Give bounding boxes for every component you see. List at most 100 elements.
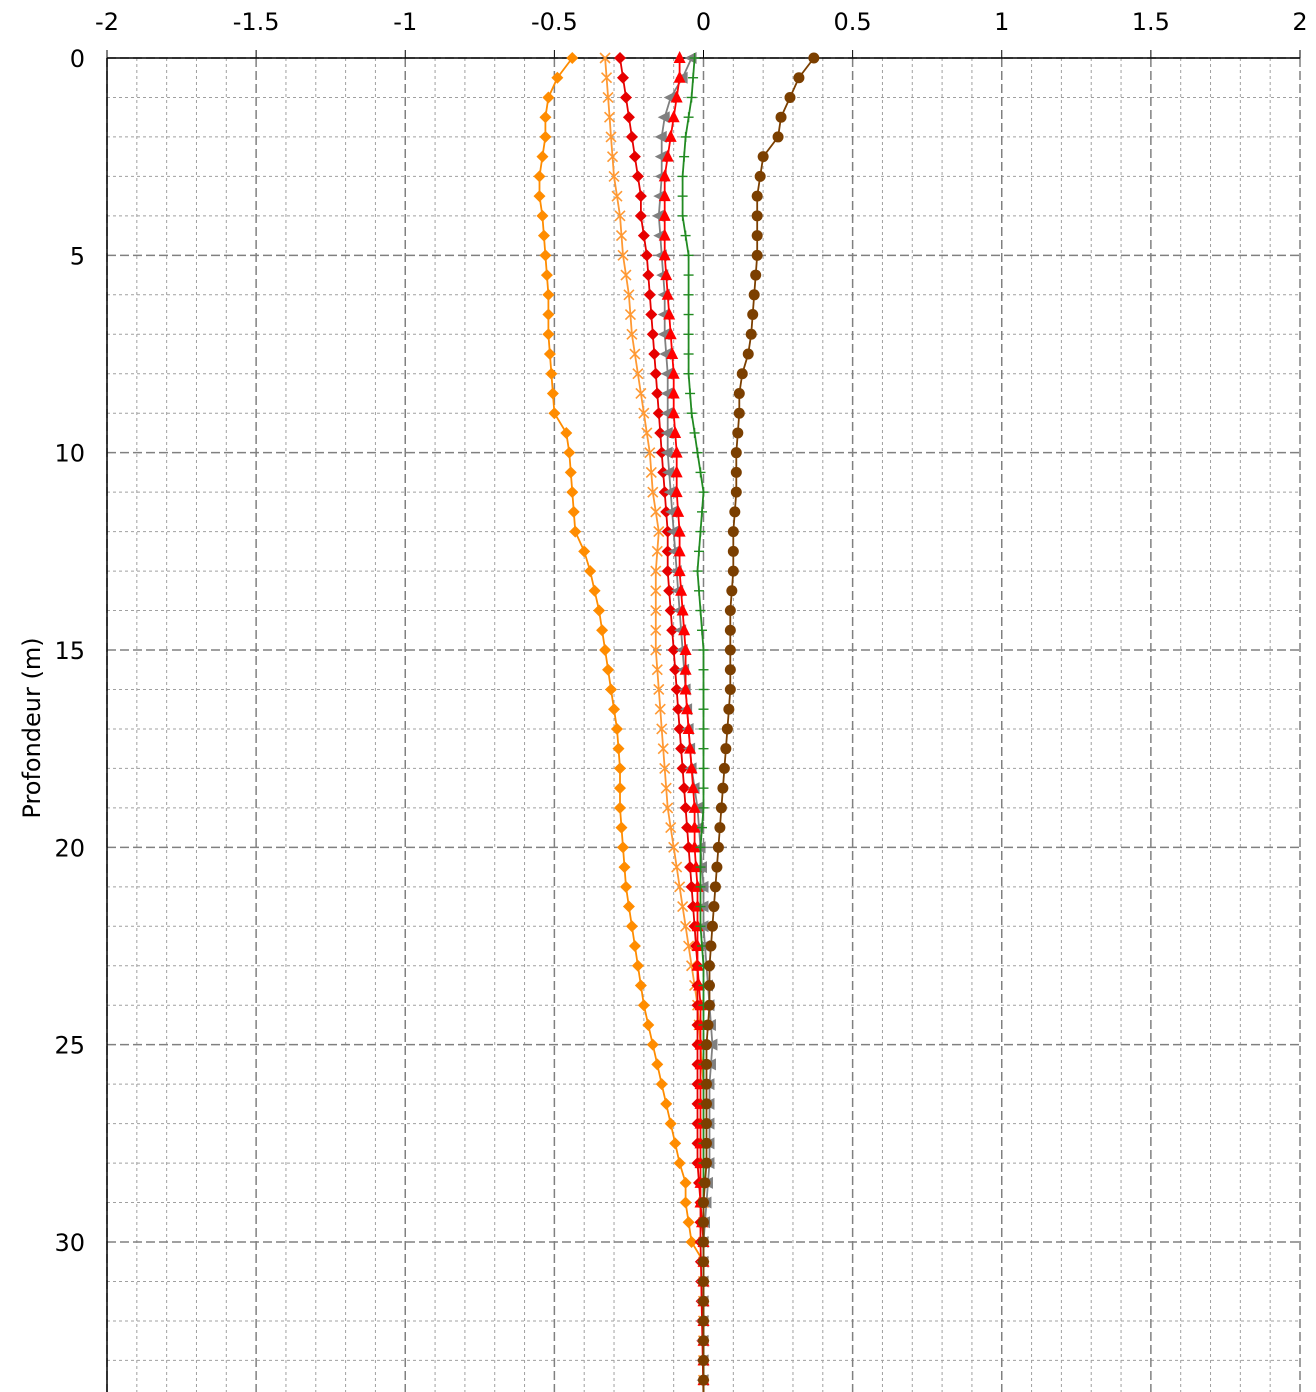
data-point-stroke	[638, 407, 650, 419]
x-tick-label: -1	[393, 8, 417, 36]
data-point	[563, 446, 576, 459]
data-point	[608, 703, 621, 716]
data-point	[727, 545, 739, 557]
data-point-stroke	[657, 743, 669, 755]
data-point	[703, 979, 715, 991]
data-point	[697, 822, 708, 833]
data-point	[650, 565, 662, 577]
data-point-stroke	[629, 348, 641, 360]
data-point	[667, 386, 680, 399]
data-point	[663, 584, 676, 597]
data-point	[667, 406, 680, 419]
data-point	[750, 269, 762, 281]
data-point	[757, 151, 769, 163]
data-point	[695, 467, 706, 478]
data-point	[661, 149, 674, 162]
data-point-stroke	[668, 841, 680, 853]
data-point	[653, 526, 665, 538]
data-point	[615, 230, 628, 242]
data-point-stroke	[615, 230, 628, 242]
data-point	[680, 131, 691, 142]
data-point	[543, 348, 556, 361]
data-point	[717, 782, 729, 794]
data-point	[687, 781, 700, 794]
data-point	[724, 683, 736, 695]
data-point	[673, 51, 686, 63]
data-point	[666, 624, 679, 637]
data-point	[569, 525, 582, 538]
data-point	[671, 861, 683, 873]
data-point	[673, 722, 686, 735]
data-point	[679, 662, 692, 675]
data-point	[733, 387, 745, 399]
y-tick-label: 10	[54, 440, 85, 468]
data-point	[698, 1216, 709, 1228]
data-point	[584, 565, 597, 578]
data-point-stroke	[650, 506, 662, 518]
data-point	[690, 860, 703, 873]
data-point	[793, 72, 805, 84]
data-point	[635, 387, 647, 400]
data-point	[727, 526, 739, 538]
data-point	[698, 723, 709, 734]
data-point	[537, 229, 550, 242]
data-point-stroke	[650, 624, 662, 636]
data-point-stroke	[656, 723, 668, 735]
data-point	[646, 1038, 659, 1051]
data-point	[599, 52, 611, 64]
data-point	[628, 940, 641, 953]
data-point-stroke	[651, 664, 663, 676]
data-point	[688, 820, 701, 833]
data-point	[688, 800, 701, 813]
data-point	[536, 150, 549, 163]
data-point	[730, 486, 742, 498]
data-point	[695, 842, 706, 853]
data-point	[676, 762, 689, 775]
data-point	[686, 92, 697, 103]
data-point	[691, 939, 704, 952]
data-point	[617, 249, 629, 261]
data-point	[677, 210, 688, 221]
data-point	[631, 959, 644, 972]
data-point	[645, 308, 658, 321]
data-point	[596, 624, 609, 637]
data-point-stroke	[651, 545, 663, 557]
data-point	[650, 624, 662, 636]
x-tick-label: 0	[696, 8, 711, 36]
data-point	[649, 367, 662, 380]
data-point-stroke	[632, 368, 644, 380]
data-point	[629, 348, 641, 360]
data-point	[632, 368, 644, 380]
data-point	[679, 1196, 692, 1209]
data-point	[618, 861, 631, 874]
data-point	[634, 209, 647, 222]
data-point	[661, 287, 674, 300]
data-point	[664, 604, 677, 617]
data-point	[700, 1098, 712, 1110]
data-point	[709, 881, 721, 893]
data-point	[651, 664, 663, 676]
data-point	[566, 52, 579, 64]
data-point	[652, 407, 665, 420]
data-point	[676, 603, 689, 616]
data-point	[699, 1177, 711, 1189]
data-point	[700, 1078, 712, 1090]
data-point	[625, 130, 638, 143]
data-point	[700, 1137, 712, 1149]
x-tick-label: 1	[994, 8, 1009, 36]
data-point	[670, 683, 683, 696]
data-point	[700, 1118, 712, 1130]
data-point	[578, 545, 591, 558]
data-point	[672, 703, 685, 716]
data-point	[623, 289, 635, 301]
data-point	[682, 721, 695, 734]
data-point	[622, 111, 635, 124]
data-point	[533, 190, 546, 203]
data-point	[673, 564, 686, 577]
data-point	[723, 703, 735, 715]
data-point-stroke	[641, 427, 653, 439]
data-point	[651, 545, 663, 557]
data-point	[748, 289, 760, 301]
data-point	[664, 129, 677, 142]
data-point	[683, 270, 694, 281]
